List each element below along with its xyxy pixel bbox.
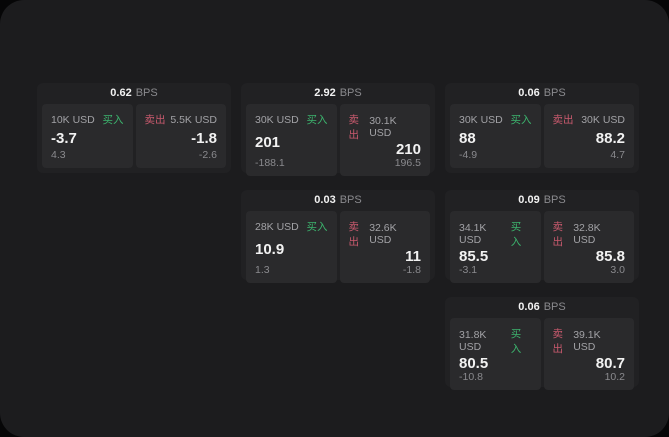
sell-side-label: 卖出 — [552, 328, 564, 355]
sell-price: 80.7 — [595, 355, 625, 372]
buy-panel[interactable]: 34.1K USD 买入 85.5 -3.1 — [450, 211, 541, 283]
card-header: 0.06 BPS — [445, 297, 639, 318]
sell-price: 11 — [405, 248, 421, 265]
card-header: 0.06 BPS — [445, 83, 639, 104]
sell-delta: -1.8 — [402, 264, 421, 276]
buy-side-label: 买入 — [510, 221, 522, 248]
bps-unit-label: BPS — [339, 194, 362, 206]
buy-side-label: 买入 — [102, 114, 124, 126]
quote-card-grid: 0.62 BPS 10K USD 买入 -3.7 4.3 卖出 5.5K USD — [37, 83, 639, 390]
sell-amount: 30K USD — [581, 113, 625, 126]
buy-panel[interactable]: 31.8K USD 买入 80.5 -10.8 — [450, 318, 541, 390]
card-header: 0.09 BPS — [445, 190, 639, 211]
quote-card: 0.62 BPS 10K USD 买入 -3.7 4.3 卖出 5.5K USD — [37, 83, 231, 173]
buy-price: -3.7 — [51, 129, 77, 147]
bps-unit-label: BPS — [339, 87, 362, 99]
sell-delta: 3.0 — [610, 264, 625, 276]
sell-delta: 196.5 — [394, 157, 421, 169]
buy-panel[interactable]: 30K USD 买入 201 -188.1 — [246, 104, 337, 176]
buy-side-label: 买入 — [306, 221, 328, 233]
panels-row: 28K USD 买入 10.9 1.3 卖出 32.6K USD 11 -1.8 — [241, 211, 435, 288]
buy-delta: 4.3 — [51, 149, 66, 161]
buy-panel[interactable]: 10K USD 买入 -3.7 4.3 — [42, 104, 133, 168]
sell-amount: 32.8K USD — [573, 222, 601, 246]
bps-unit-label: BPS — [543, 301, 566, 313]
sell-price: -1.8 — [191, 129, 217, 147]
sell-price: 85.8 — [595, 248, 625, 265]
quote-card: 0.06 BPS 30K USD 买入 88 -4.9 卖出 30K USD — [445, 83, 639, 173]
buy-amount: 30K USD — [255, 113, 299, 126]
bps-value: 0.06 — [518, 301, 540, 313]
buy-delta: -10.8 — [459, 371, 483, 383]
sell-panel[interactable]: 卖出 32.8K USD 85.8 3.0 — [543, 211, 634, 283]
buy-price: 201 — [255, 133, 281, 151]
buy-amount: 31.8K USD — [459, 329, 487, 353]
sell-delta: 4.7 — [610, 149, 625, 161]
sell-delta: 10.2 — [604, 371, 625, 383]
sell-side-label: 卖出 — [552, 114, 574, 126]
bps-value: 2.92 — [314, 87, 336, 99]
sell-amount: 5.5K USD — [170, 113, 217, 126]
sell-amount: 32.6K USD — [369, 222, 397, 246]
buy-price: 10.9 — [255, 240, 285, 258]
quote-card: 0.06 BPS 31.8K USD 买入 80.5 -10.8 卖出 39.1… — [445, 297, 639, 390]
bps-value: 0.62 — [110, 87, 132, 99]
sell-price: 210 — [395, 141, 421, 158]
bps-value: 0.09 — [518, 194, 540, 206]
sell-delta: -2.6 — [198, 149, 217, 161]
panels-row: 30K USD 买入 201 -188.1 卖出 30.1K USD 210 1… — [241, 104, 435, 181]
sell-side-label: 卖出 — [552, 221, 564, 248]
buy-price: 85.5 — [459, 248, 489, 265]
buy-amount: 10K USD — [51, 113, 95, 126]
sell-side-label: 卖出 — [144, 114, 166, 126]
sell-panel[interactable]: 卖出 39.1K USD 80.7 10.2 — [543, 318, 634, 390]
buy-panel[interactable]: 30K USD 买入 88 -4.9 — [450, 104, 541, 168]
buy-delta: -3.1 — [459, 264, 478, 276]
card-header: 0.03 BPS — [241, 190, 435, 211]
bps-value: 0.03 — [314, 194, 336, 206]
panels-row: 34.1K USD 买入 85.5 -3.1 卖出 32.8K USD 85.8… — [445, 211, 639, 288]
bps-unit-label: BPS — [135, 87, 158, 99]
panels-row: 31.8K USD 买入 80.5 -10.8 卖出 39.1K USD 80.… — [445, 318, 639, 395]
panels-row: 10K USD 买入 -3.7 4.3 卖出 5.5K USD -1.8 -2.… — [37, 104, 231, 173]
quote-card: 0.09 BPS 34.1K USD 买入 85.5 -3.1 卖出 32.8K… — [445, 190, 639, 283]
panels-row: 30K USD 买入 88 -4.9 卖出 30K USD 88.2 4.7 — [445, 104, 639, 173]
sell-amount: 30.1K USD — [369, 115, 397, 139]
sell-panel[interactable]: 卖出 5.5K USD -1.8 -2.6 — [135, 104, 226, 168]
sell-side-label: 卖出 — [348, 221, 360, 248]
buy-panel[interactable]: 28K USD 买入 10.9 1.3 — [246, 211, 337, 283]
buy-delta: 1.3 — [255, 264, 270, 276]
quote-card: 2.92 BPS 30K USD 买入 201 -188.1 卖出 30.1K … — [241, 83, 435, 176]
sell-panel[interactable]: 卖出 32.6K USD 11 -1.8 — [339, 211, 430, 283]
card-header: 0.62 BPS — [37, 83, 231, 104]
bps-value: 0.06 — [518, 87, 540, 99]
sell-price: 88.2 — [595, 129, 625, 147]
buy-amount: 28K USD — [255, 220, 299, 233]
sell-panel[interactable]: 卖出 30K USD 88.2 4.7 — [543, 104, 634, 168]
sell-side-label: 卖出 — [348, 114, 360, 141]
buy-side-label: 买入 — [306, 114, 328, 126]
quote-card: 0.03 BPS 28K USD 买入 10.9 1.3 卖出 32.6K US… — [241, 190, 435, 283]
bps-unit-label: BPS — [543, 194, 566, 206]
buy-delta: -4.9 — [459, 149, 478, 161]
card-header: 2.92 BPS — [241, 83, 435, 104]
buy-price: 80.5 — [459, 355, 489, 372]
sell-panel[interactable]: 卖出 30.1K USD 210 196.5 — [339, 104, 430, 176]
buy-side-label: 买入 — [510, 114, 532, 126]
buy-side-label: 买入 — [510, 328, 522, 355]
sell-amount: 39.1K USD — [573, 329, 601, 353]
bps-unit-label: BPS — [543, 87, 566, 99]
buy-delta: -188.1 — [255, 157, 285, 169]
buy-price: 88 — [459, 129, 476, 147]
buy-amount: 30K USD — [459, 113, 503, 126]
buy-amount: 34.1K USD — [459, 222, 487, 246]
